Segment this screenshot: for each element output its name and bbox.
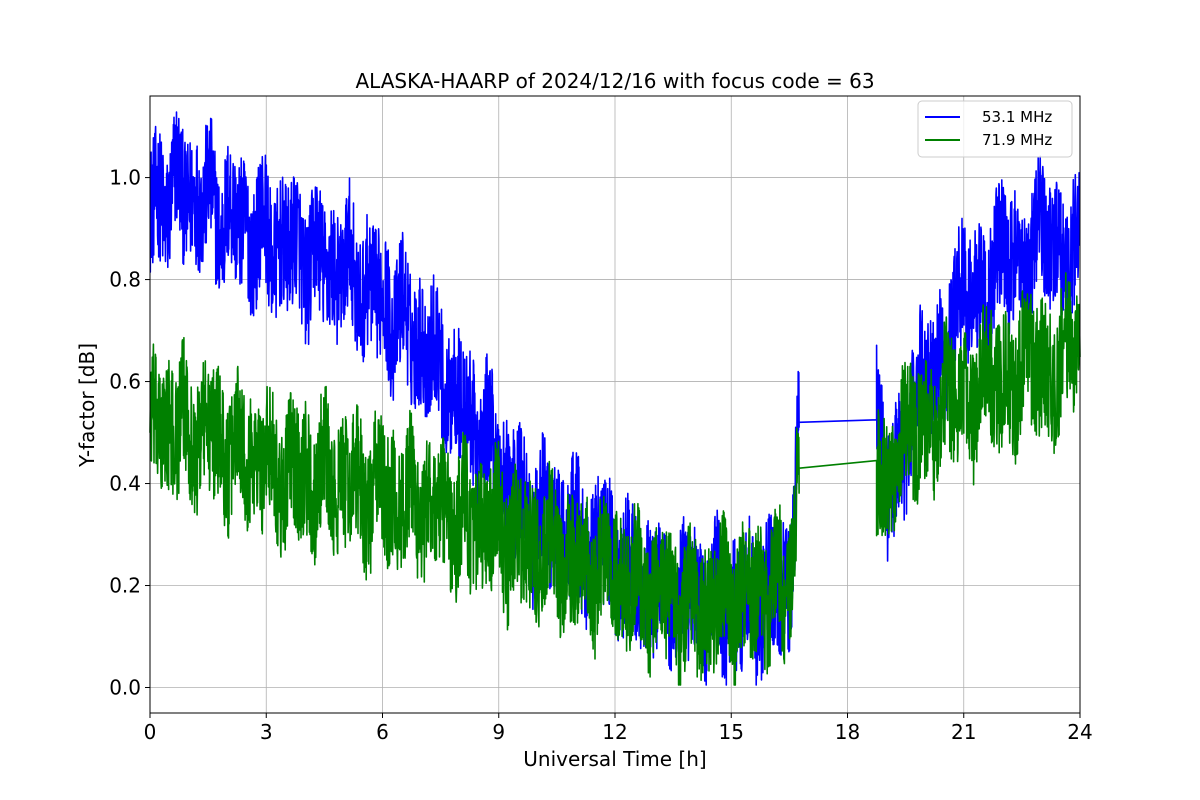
legend-label-53-1: 53.1 MHz: [982, 108, 1052, 126]
x-tick-label: 15: [719, 720, 744, 744]
legend-box: [917, 100, 1073, 158]
x-tick-label: 3: [260, 720, 273, 744]
chart-title: ALASKA-HAARP of 2024/12/16 with focus co…: [355, 69, 874, 93]
ticks: 0 3 6 9 12 15 18 21 24 0.0 0.2 0.4 0.6 0.8 1.0: [109, 166, 1093, 744]
x-tick-label: 21: [951, 720, 976, 744]
y-tick-label: 0.8: [109, 268, 141, 292]
y-axis-label: Y-factor [dB]: [75, 343, 99, 468]
y-tick-label: 0.0: [109, 676, 141, 700]
x-tick-label: 6: [376, 720, 389, 744]
y-tick-label: 0.4: [109, 472, 141, 496]
x-tick-label: 18: [835, 720, 860, 744]
series-layer: [149, 111, 1081, 686]
legend-label-71-9: 71.9 MHz: [982, 131, 1052, 149]
legend: 53.1 MHz 71.9 MHz: [917, 100, 1073, 158]
y-tick-label: 0.2: [109, 574, 141, 598]
x-tick-label: 0: [144, 720, 157, 744]
x-axis-label: Universal Time [h]: [523, 747, 706, 771]
x-tick-label: 24: [1067, 720, 1092, 744]
x-tick-label: 9: [492, 720, 505, 744]
series-line-71-9-mhz: [149, 272, 1081, 686]
y-tick-label: 1.0: [109, 166, 141, 190]
y-tick-label: 0.6: [109, 370, 141, 394]
x-tick-label: 12: [602, 720, 627, 744]
